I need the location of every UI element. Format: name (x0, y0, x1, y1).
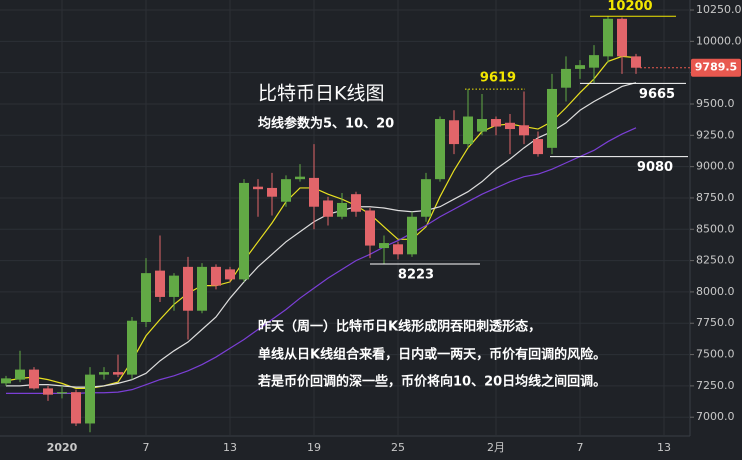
candle-body (589, 55, 599, 68)
y-tick-label: 9250.0 (696, 128, 735, 141)
candle-body (575, 65, 585, 69)
note: 若是币价回调的深一些，币价将向10、20日均线之间回调。 (257, 374, 606, 390)
candle-body (169, 275, 179, 297)
candle-body (533, 139, 543, 155)
candle-body (603, 18, 613, 57)
candle-body (225, 269, 235, 280)
candle-body (547, 88, 557, 148)
x-tick-label: 13 (223, 441, 237, 454)
y-tick-label: 7750.0 (696, 316, 735, 329)
y-tick-label: 8500.0 (696, 222, 735, 235)
candle-body (197, 266, 207, 311)
candle-body (449, 120, 459, 145)
x-tick-label: 2月 (487, 441, 505, 454)
candle-body (365, 210, 375, 246)
y-tick-label: 10250.0 (696, 3, 742, 16)
y-tick-label: 7500.0 (696, 348, 735, 361)
candle-body (99, 372, 109, 375)
annotation-label: 9665 (639, 87, 675, 102)
candle-body (463, 116, 473, 145)
candle-body (617, 18, 627, 57)
candle-body (43, 388, 53, 395)
candle-body (477, 119, 487, 132)
x-tick-label: 7 (577, 441, 584, 454)
note: 单线从日K线组合来看，日内或一两天，币价有回调的风险。 (258, 347, 606, 363)
annotation-label: 9619 (480, 71, 516, 86)
x-tick-label: 2020 (47, 441, 78, 454)
candle-body (309, 177, 319, 207)
y-tick-label: 8250.0 (696, 254, 735, 267)
candle-body (127, 320, 137, 375)
candle-body (435, 119, 445, 180)
y-tick-label: 9000.0 (696, 160, 735, 173)
y-tick-label: 8750.0 (696, 191, 735, 204)
y-tick-label: 10000.0 (696, 34, 742, 47)
candle-body (141, 273, 151, 322)
candle-body (295, 176, 305, 180)
candle-body (393, 244, 403, 255)
note: 昨天（周一）比特币日K线形成阴吞阳刺透形态， (258, 319, 541, 335)
y-tick-label: 7250.0 (696, 379, 735, 392)
y-tick-label: 9500.0 (696, 97, 735, 110)
candle-body (1, 378, 11, 384)
candle-body (211, 266, 221, 286)
annotation-label: 9080 (637, 160, 673, 175)
candle-body (15, 369, 25, 380)
candle-body (407, 216, 417, 255)
candle-body (505, 122, 515, 130)
candle-body (71, 392, 81, 424)
candle-body (155, 270, 165, 297)
chart-title: 比特币日K线图 (258, 83, 384, 105)
x-tick-label: 13 (657, 441, 671, 454)
candle-body (183, 266, 193, 311)
candle-body (491, 119, 501, 127)
candle-body (267, 187, 277, 197)
annotation-label: 10200 (607, 0, 652, 14)
x-tick-label: 7 (143, 441, 150, 454)
moving-average-line (6, 127, 637, 395)
candle-body (57, 392, 67, 394)
candle-body (337, 202, 347, 217)
chart-subtitle: 均线参数为5、10、20 (258, 116, 394, 132)
candle-body (281, 179, 291, 202)
annotation-label: 8223 (398, 267, 434, 282)
candle-body (519, 125, 529, 136)
last-price-label: 9789.5 (695, 61, 737, 74)
y-tick-label: 8000.0 (696, 285, 735, 298)
candle-body (351, 194, 361, 212)
candle-body (253, 186, 263, 190)
last-price-badge (691, 58, 741, 77)
candle-body (421, 179, 431, 217)
candle-body (113, 372, 123, 375)
candle-body (323, 200, 333, 217)
x-tick-label: 25 (391, 441, 405, 454)
candle-body (29, 369, 39, 389)
moving-average-line (5, 55, 637, 389)
candle-body (239, 182, 249, 280)
candle-body (379, 243, 389, 249)
candle-body (85, 374, 95, 424)
candle-body (631, 56, 641, 68)
candle-body (561, 68, 571, 88)
moving-average-line (6, 82, 637, 388)
y-tick-label: 7000.0 (696, 410, 735, 423)
x-tick-label: 19 (307, 441, 321, 454)
